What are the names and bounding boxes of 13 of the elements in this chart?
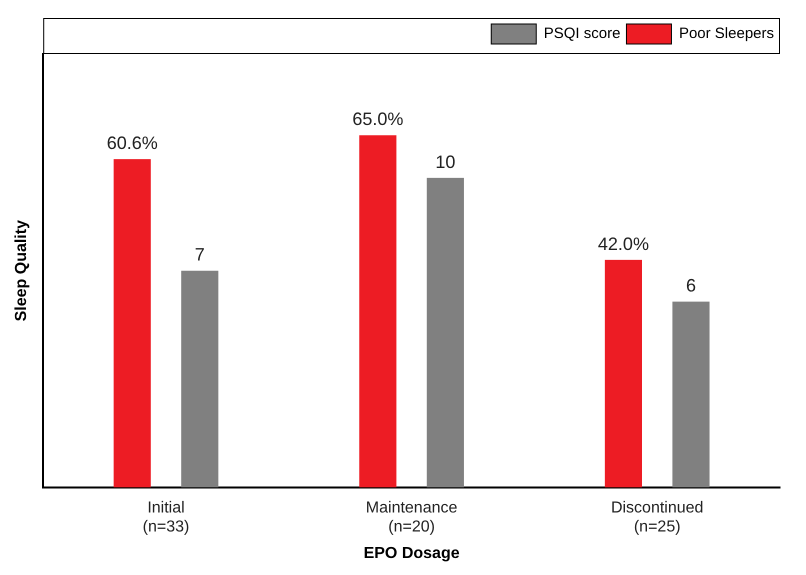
x-axis-title: EPO Dosage xyxy=(364,544,460,562)
data-label: 6 xyxy=(686,276,696,296)
x-tick-label: Discontinued (n=25) xyxy=(610,499,704,536)
legend-label: Poor Sleepers xyxy=(678,25,774,42)
legend-label: PSQI score xyxy=(544,25,620,42)
data-label: 65.0% xyxy=(352,109,404,130)
y-axis-title: Sleep Quality xyxy=(13,220,30,322)
x-tick-label: Maintenance (n=20) xyxy=(366,499,458,536)
data-label: 42.0% xyxy=(598,234,649,254)
x-tick-label: Initial (n=33) xyxy=(142,499,190,536)
data-label: 60.6% xyxy=(106,133,158,154)
data-label: 10 xyxy=(435,152,456,172)
data-label: 7 xyxy=(194,244,205,265)
